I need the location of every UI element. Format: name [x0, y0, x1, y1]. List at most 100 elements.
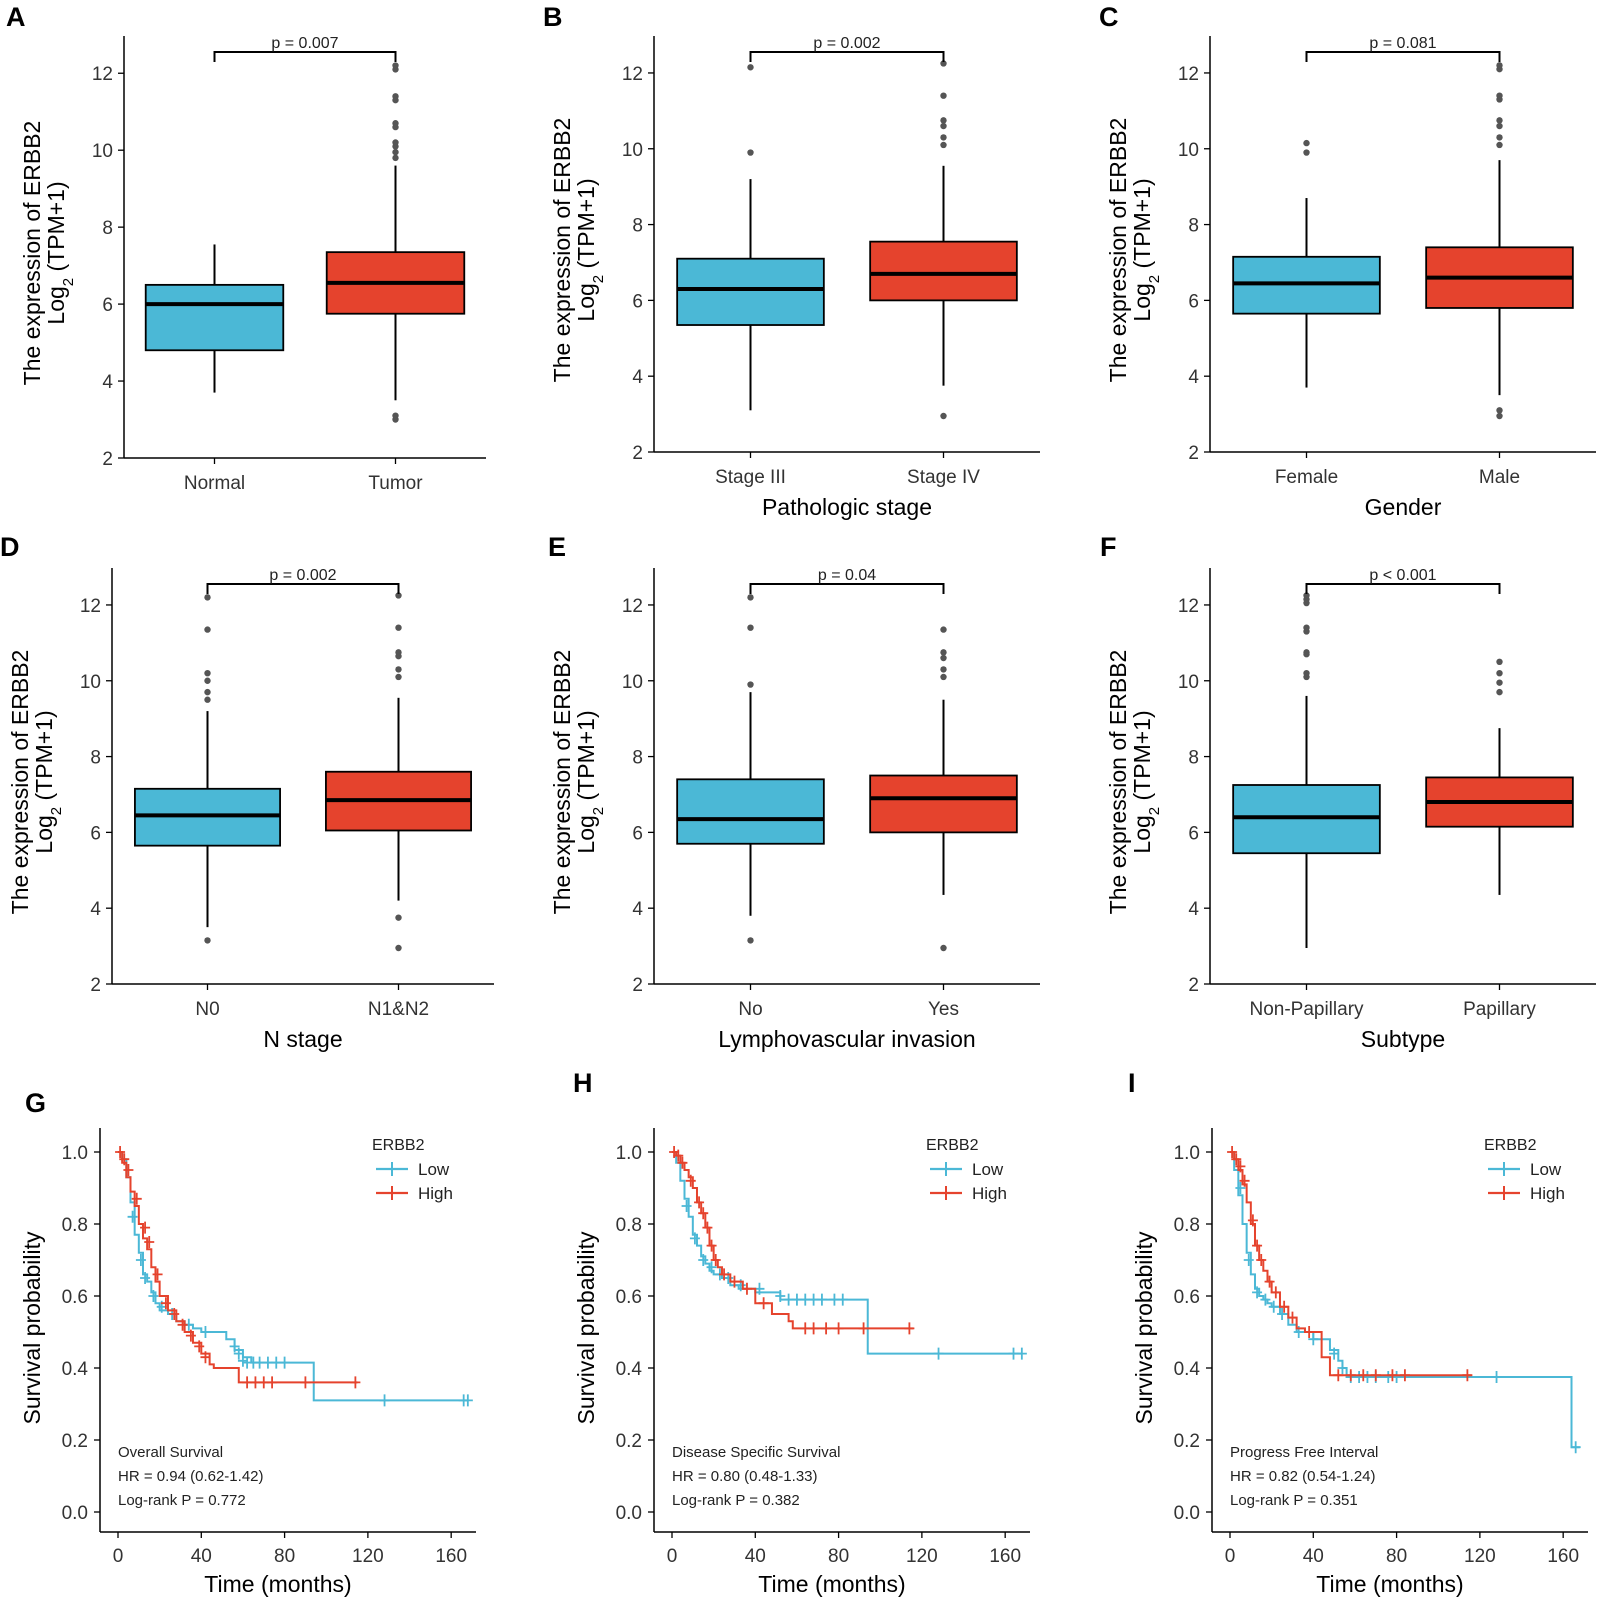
censor-mark: [1333, 1369, 1344, 1382]
outlier-point: [747, 624, 754, 631]
censor-mark: [1345, 1369, 1356, 1382]
censor-mark: [1304, 1326, 1315, 1338]
censor-mark: [1247, 1214, 1258, 1227]
outlier-point: [940, 122, 947, 130]
y-tick-label: 0.6: [616, 1287, 642, 1308]
km-series-high: [1227, 1146, 1473, 1382]
censor-mark: [821, 1322, 832, 1335]
censor-mark: [135, 1254, 146, 1266]
outlier-point: [940, 626, 947, 633]
censor-mark: [1491, 1371, 1502, 1383]
y-unit-subscript: 2: [60, 278, 77, 286]
annotation-line-1: Disease Specific Survival: [672, 1444, 840, 1461]
censor-mark: [1337, 1362, 1348, 1374]
censor-mark: [1264, 1275, 1275, 1288]
p-value-label: p = 0.04: [818, 567, 876, 584]
legend-title: ERBB2: [1484, 1137, 1537, 1154]
x-tick-label: 160: [435, 1546, 467, 1567]
y-tick-label: 8: [102, 218, 113, 239]
x-axis-title: Lymphovascular invasion: [718, 1026, 975, 1052]
annotation-line-3: Log-rank P = 0.382: [672, 1492, 800, 1509]
significance-bracket: [749, 51, 945, 62]
y-unit-rest: (TPM+1): [1129, 178, 1155, 274]
panel-label: E: [548, 532, 566, 562]
censor-mark: [1387, 1369, 1398, 1382]
outlier-point: [1496, 62, 1503, 69]
outlier-point: [1496, 122, 1503, 130]
censor-mark: [1256, 1254, 1267, 1266]
annotation-line-2: HR = 0.80 (0.48-1.33): [672, 1468, 818, 1485]
outlier-point: [392, 120, 399, 127]
censor-mark: [160, 1297, 171, 1310]
outlier-point: [1496, 669, 1503, 677]
y-axis-title-unit: Log2 (TPM+1): [1129, 178, 1163, 321]
outlier-point: [395, 624, 402, 631]
censor-mark: [775, 1290, 786, 1302]
km-panel-h: H 0.0 0.2 0.4 0.6 0.8 1.0 0 40 80 120 160 Time (mont…: [573, 1068, 1030, 1597]
y-tick-label: 8: [632, 216, 643, 237]
outlier-point: [940, 92, 947, 99]
survival-curve-low: [118, 1151, 468, 1402]
km-panel-i: I 0.0 0.2 0.4 0.6 0.8 1.0 0 40 80 120 160 Time (mont…: [1128, 1068, 1588, 1597]
y-unit-subscript: 2: [590, 807, 607, 815]
legend-label-high: High: [1530, 1184, 1565, 1203]
outlier-point: [395, 914, 402, 921]
censor-mark: [1277, 1308, 1288, 1320]
censor-mark: [1570, 1441, 1581, 1454]
x-tick-label: 80: [1386, 1546, 1407, 1567]
legend-label-low: Low: [972, 1160, 1004, 1179]
outlier-point: [1303, 624, 1310, 631]
outlier-point: [395, 944, 402, 952]
censor-mark: [1252, 1239, 1263, 1252]
outlier-point: [392, 62, 399, 69]
outlier-point: [1496, 117, 1503, 124]
outlier-point: [940, 60, 947, 67]
annotation-line-2: HR = 0.82 (0.54-1.24): [1230, 1468, 1376, 1485]
y-tick-label: 8: [632, 748, 643, 769]
y-tick-label: 10: [80, 672, 101, 693]
panel-label: A: [6, 2, 26, 32]
outlier-point: [395, 592, 402, 599]
censor-mark: [200, 1351, 211, 1364]
outlier-point: [204, 594, 211, 601]
panel-label: C: [1099, 2, 1119, 32]
censor-mark: [698, 1207, 709, 1220]
x-axis-title: Pathologic stage: [762, 494, 932, 520]
x-tick-label: 120: [1464, 1546, 1496, 1567]
y-axis-title: Survival probability: [1131, 1231, 1157, 1425]
x-tick-label: Non-Papillary: [1249, 999, 1364, 1020]
censor-mark: [741, 1282, 752, 1295]
significance-bracket: [206, 583, 400, 594]
y-unit-rest: (TPM+1): [1129, 710, 1155, 806]
censor-mark: [904, 1322, 915, 1335]
censor-mark: [1243, 1254, 1254, 1266]
x-tick-label: 160: [989, 1546, 1021, 1567]
legend-title: ERBB2: [926, 1137, 979, 1154]
censor-mark: [115, 1146, 126, 1158]
y-unit-log: Log: [1129, 815, 1155, 853]
censor-mark: [719, 1268, 730, 1281]
outlier-point: [1496, 658, 1503, 666]
y-axis-title-unit: Log2 (TPM+1): [31, 710, 65, 853]
survival-curve-high: [672, 1151, 914, 1330]
km-panel-g: G 0.0 0.2 0.4 0.6 0.8 1.0 0 40 80 120 160 Time (mont…: [19, 1088, 476, 1597]
censor-mark: [1399, 1369, 1410, 1382]
box: [676, 257, 825, 326]
survival-curve-low: [672, 1151, 1022, 1355]
censor-mark: [127, 1210, 138, 1223]
panel-label: G: [25, 1088, 46, 1118]
censor-mark: [706, 1239, 717, 1252]
censor-mark: [1239, 1174, 1250, 1187]
box-group-stage-iv: Stage IV: [869, 60, 1018, 488]
censor-mark: [1279, 1300, 1290, 1313]
y-tick-label: 0.0: [616, 1503, 642, 1524]
censor-mark: [123, 1164, 134, 1176]
outlier-point: [940, 134, 947, 141]
censor-mark: [681, 1200, 692, 1212]
censor-mark: [229, 1340, 240, 1353]
censor-mark: [169, 1308, 180, 1320]
box: [869, 774, 1018, 834]
